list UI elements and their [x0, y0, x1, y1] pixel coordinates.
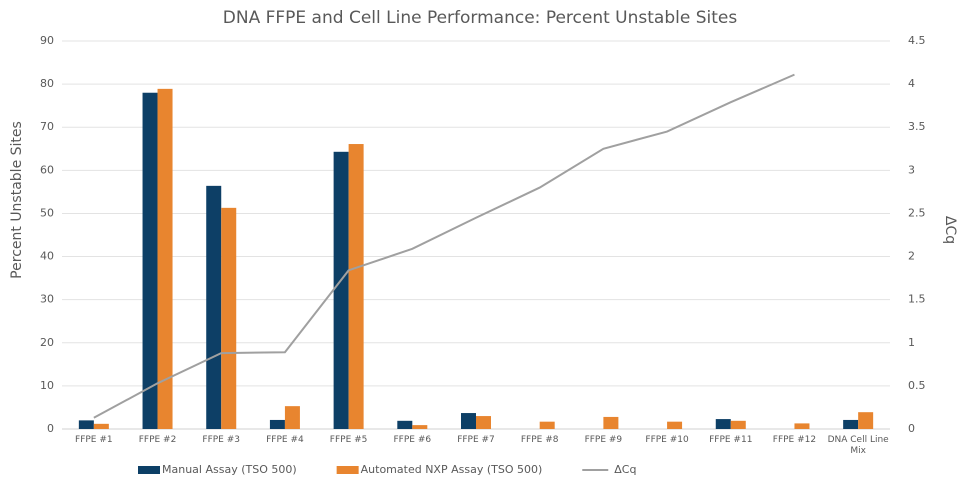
y2-tick-label: 4.5 — [908, 34, 926, 47]
y-tick-label: 40 — [40, 250, 54, 263]
y-tick-label: 0 — [47, 422, 54, 435]
x-tick-label: FFPE #11 — [709, 435, 753, 445]
y2-tick-label: 3 — [908, 163, 915, 176]
y-tick-label: 70 — [40, 120, 54, 133]
y2-tick-label: 2 — [908, 250, 915, 263]
legend-swatch — [138, 466, 160, 474]
y-axis-title: Percent Unstable Sites — [9, 121, 25, 279]
bar — [843, 419, 859, 429]
y2-tick-label: 4 — [908, 77, 915, 90]
y-tick-label: 80 — [40, 77, 54, 90]
bar — [157, 88, 173, 429]
bar — [412, 425, 428, 429]
x-tick-label: FFPE #9 — [584, 435, 623, 445]
x-tick-label: FFPE #6 — [393, 435, 432, 445]
bar — [221, 207, 237, 429]
line — [93, 73, 795, 419]
bar — [794, 423, 810, 429]
y2-tick-label: 3.5 — [908, 120, 926, 133]
bar — [142, 92, 158, 429]
x-tick-label: FFPE #3 — [202, 435, 241, 445]
bar — [397, 420, 413, 429]
y2-tick-label: 1 — [908, 336, 915, 349]
bar — [667, 421, 683, 429]
bar — [78, 420, 94, 429]
x-tick-label: FFPE #2 — [138, 435, 177, 445]
x-tick-label: FFPE #5 — [329, 435, 368, 445]
bar — [461, 413, 476, 429]
bar — [333, 151, 349, 429]
legend-label: Automated NXP Assay (TSO 500) — [361, 463, 543, 476]
bar — [539, 421, 555, 429]
bar — [715, 419, 731, 429]
legend-label: ΔCq — [614, 463, 636, 476]
x-tick-label: FFPE #1 — [75, 435, 113, 445]
bar — [858, 412, 874, 429]
x-tick-label: DNA Cell Line Mix — [827, 435, 889, 456]
y-tick-label: 50 — [40, 206, 54, 219]
bar — [269, 419, 285, 429]
y-tick-label: 10 — [40, 379, 54, 392]
x-tick-label: FFPE #7 — [457, 435, 495, 445]
bar — [348, 144, 364, 429]
x-tick-label: FFPE #12 — [772, 435, 817, 445]
bar — [730, 420, 746, 429]
bar — [206, 185, 222, 429]
y-tick-label: 20 — [40, 336, 54, 349]
y2-tick-label: 2.5 — [908, 206, 926, 219]
bar — [476, 416, 491, 429]
x-tick-label: FFPE #10 — [645, 435, 689, 445]
x-tick-label: FFPE #4 — [266, 435, 304, 445]
x-tick-label: FFPE #8 — [520, 435, 559, 445]
y2-tick-label: 0.5 — [908, 379, 926, 392]
bar — [603, 416, 619, 429]
y2-tick-label: 1.5 — [908, 293, 926, 306]
y-tick-label: 30 — [40, 293, 54, 306]
bar — [93, 423, 109, 429]
legend-swatch — [336, 466, 359, 474]
y-tick-label: 90 — [40, 34, 54, 47]
y2-tick-label: 0 — [908, 422, 915, 435]
y-tick-label: 60 — [40, 163, 54, 176]
bar — [284, 406, 300, 429]
legend-label: Manual Assay (TSO 500) — [162, 463, 297, 476]
y2-axis-title: ΔCq — [942, 216, 958, 244]
chart-title: DNA FFPE and Cell Line Performance: Perc… — [223, 8, 738, 28]
